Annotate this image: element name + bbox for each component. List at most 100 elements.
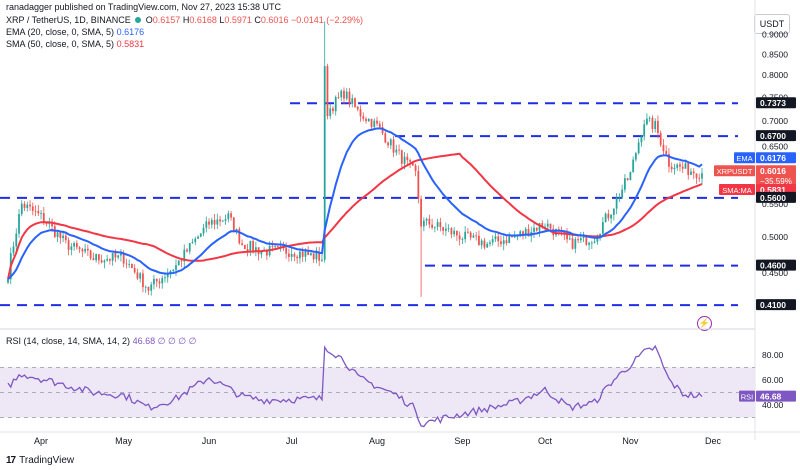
candle-body — [406, 156, 409, 161]
ohlc-close-label: C — [254, 15, 261, 25]
level-tag-value: 0.5600 — [760, 193, 786, 203]
candles-group[interactable] — [7, 21, 703, 297]
candle-body — [48, 223, 51, 225]
moving-averages-group — [7, 127, 703, 280]
candle-body — [442, 227, 445, 231]
lightning-event-icon[interactable]: ⚡ — [697, 316, 712, 331]
candle-body — [585, 235, 588, 245]
candle-body — [538, 223, 541, 231]
candle-body — [304, 251, 307, 257]
price-tag-label-bg — [734, 152, 755, 164]
candle-body — [290, 253, 293, 257]
candle-body — [648, 117, 651, 119]
candle-body — [288, 253, 290, 257]
candle-body — [679, 164, 681, 167]
level-tag-bg — [756, 299, 796, 311]
candle-body — [684, 163, 687, 169]
candle-body — [210, 219, 213, 225]
candle-body — [453, 230, 456, 235]
price-tag-label: XRPUSDT — [717, 167, 753, 176]
ohlc-low-label: L — [219, 15, 225, 25]
candle-body — [62, 235, 64, 239]
candle-body — [274, 246, 277, 248]
ohlc-open-label: O — [145, 15, 153, 25]
candle-body — [359, 109, 362, 117]
candle-body — [296, 256, 299, 259]
candle-body — [106, 259, 109, 261]
candle-body — [64, 235, 67, 241]
candle-body — [422, 220, 425, 227]
candle-body — [340, 90, 343, 98]
candle-body — [205, 221, 208, 228]
candle-body — [464, 231, 467, 240]
candle-body — [42, 213, 45, 223]
candle-body — [417, 170, 420, 199]
candle-body — [271, 245, 274, 247]
candle-body — [392, 139, 395, 153]
candle-body — [623, 178, 626, 190]
candle-body — [398, 149, 400, 151]
candle-body — [676, 164, 679, 168]
rsi-tick-label: 40.00 — [762, 400, 784, 410]
candle-body — [103, 260, 106, 263]
candle-body — [276, 246, 279, 248]
level-tag-value: 0.7373 — [760, 98, 786, 108]
rsi-band-group — [0, 367, 755, 418]
status-dot-icon — [135, 17, 142, 23]
candle-body — [31, 206, 34, 211]
candle-body — [208, 221, 210, 225]
candle-body — [607, 213, 610, 219]
candle-body — [40, 213, 42, 214]
candle-body — [662, 144, 665, 152]
candle-body — [635, 153, 637, 160]
price-tag-value: 0.6176 — [760, 153, 786, 163]
tradingview-logo[interactable]: 17 TradingView — [6, 455, 74, 466]
candle-body — [348, 91, 351, 104]
candle-body — [444, 228, 447, 231]
sma-legend-label: SMA (50, close, 0, SMA, 5) — [6, 39, 115, 49]
candle-body — [191, 242, 194, 244]
symbol-name[interactable]: XRP / TetherUS, 1D, BINANCE — [6, 15, 131, 25]
candle-body — [370, 118, 373, 128]
candle-body — [67, 240, 70, 250]
candle-body — [246, 249, 249, 251]
candle-body — [332, 108, 334, 112]
price-tag-label: SMA:MA — [722, 186, 752, 195]
candle-body — [541, 223, 544, 228]
candle-body — [81, 249, 84, 252]
rsi-tick-label: 60.00 — [762, 375, 784, 385]
candle-body — [18, 214, 20, 234]
candle-body — [505, 240, 508, 243]
sma-legend[interactable]: SMA (50, close, 0, SMA, 5) 0.5831 — [6, 39, 144, 49]
candle-body — [161, 278, 164, 284]
rsi-legend[interactable]: RSI (14, close, 14, SMA, 14, 2) 46.68 ∅ … — [6, 336, 196, 347]
candle-body — [318, 252, 321, 261]
candle-body — [384, 133, 387, 143]
candle-body — [480, 240, 483, 246]
candle-body — [84, 248, 87, 252]
time-tick-label: Sep — [454, 436, 470, 446]
candle-body — [533, 227, 535, 232]
price-tick-label: 0.8500 — [762, 49, 788, 59]
candle-body — [637, 142, 640, 154]
ema-legend-label: EMA (20, close, 0, SMA, 5) — [6, 27, 115, 37]
price-tag-pct: −35.59% — [760, 177, 792, 186]
candle-body — [29, 204, 31, 207]
candle-body — [681, 166, 684, 169]
candle-body — [447, 228, 450, 230]
candle-body — [175, 265, 177, 270]
candle-body — [334, 97, 337, 112]
ema-legend[interactable]: EMA (20, close, 0, SMA, 5) 0.6176 — [6, 27, 144, 37]
candle-body — [524, 228, 527, 235]
candle-body — [668, 153, 670, 167]
candle-body — [232, 217, 235, 233]
ohlc-high: 0.6168 — [189, 15, 217, 25]
candle-body — [409, 160, 411, 162]
candle-body — [414, 165, 417, 171]
candle-body — [164, 277, 166, 279]
candle-body — [593, 241, 596, 243]
candle-body — [433, 226, 436, 228]
candle-body — [469, 232, 472, 238]
candle-body — [513, 236, 516, 238]
